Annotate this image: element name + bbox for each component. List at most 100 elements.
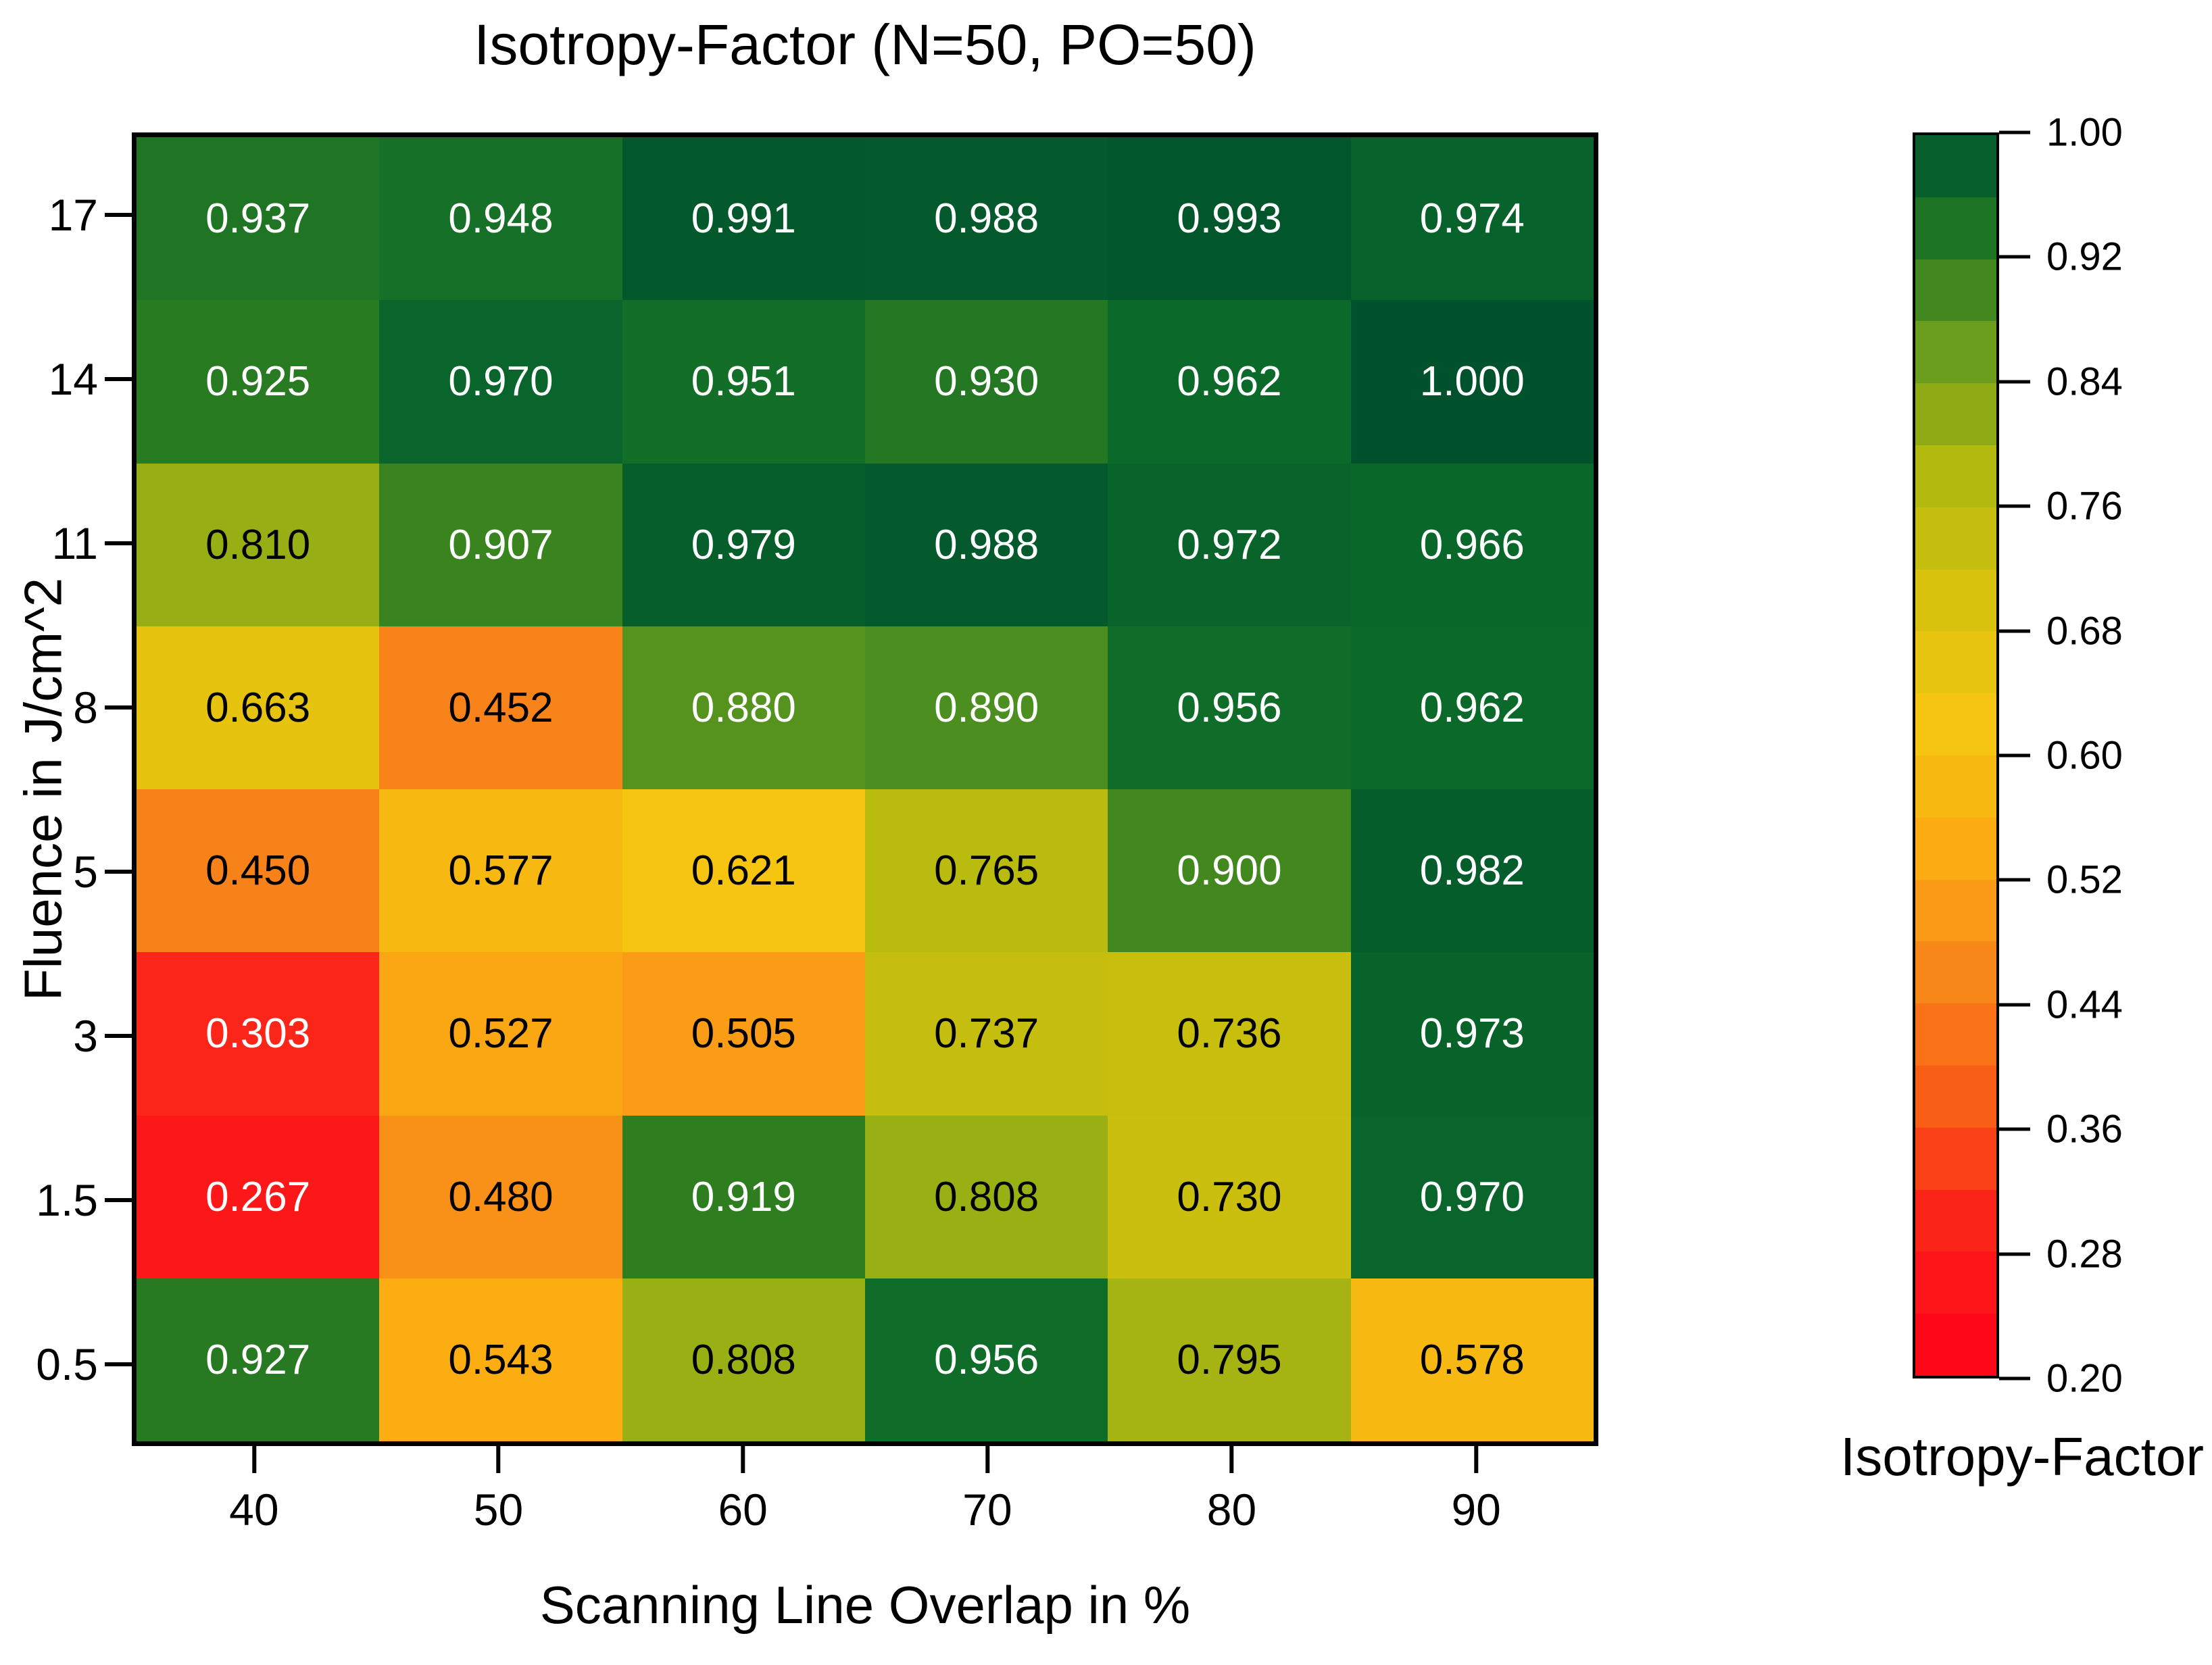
- y-tick-8: 8: [73, 682, 132, 733]
- x-tick-label: 70: [962, 1485, 1012, 1535]
- colorbar-step: [1915, 507, 1996, 570]
- colorbar-tick-label: 0.76: [2046, 484, 2123, 528]
- colorbar-tick-0.44: 0.44: [1999, 982, 2123, 1027]
- colorbar-step: [1915, 755, 1996, 818]
- y-tick-mark: [105, 212, 132, 217]
- colorbar-tick-label: 1.00: [2046, 110, 2123, 155]
- colorbar-step: [1915, 1251, 1996, 1314]
- x-tick-mark: [496, 1446, 501, 1473]
- colorbar-tick-mark: [1999, 1127, 2030, 1131]
- y-tick-11: 11: [51, 518, 132, 569]
- colorbar-step: [1915, 383, 1996, 445]
- y-tick-label: 14: [48, 353, 98, 404]
- y-tick-label: 8: [73, 682, 98, 732]
- x-axis-ticks: 40 50 60 70 80 90: [132, 1446, 1598, 1554]
- heatmap-cell-14-70: 0.930: [865, 300, 1108, 464]
- heatmap-cell-17-70: 0.988: [865, 137, 1108, 301]
- y-tick-mark: [105, 705, 132, 710]
- heatmap-cell-14-60: 0.951: [622, 300, 865, 464]
- colorbar-label: Isotropy-Factor: [1840, 1426, 2204, 1487]
- colorbar-tick-label: 0.28: [2046, 1232, 2123, 1276]
- colorbar-step: [1915, 135, 1996, 197]
- colorbar-tick-mark: [1999, 504, 2030, 508]
- colorbar-step: [1915, 879, 1996, 942]
- heatmap-cell-11-50: 0.907: [379, 463, 622, 626]
- colorbar-tick-0.36: 0.36: [1999, 1107, 2123, 1152]
- colorbar-tick-label: 0.92: [2046, 234, 2123, 279]
- colorbar-tick-label: 0.20: [2046, 1356, 2123, 1401]
- colorbar-tick-mark: [1999, 1003, 2030, 1007]
- x-tick-mark: [1229, 1446, 1234, 1473]
- x-tick-90: 90: [1451, 1446, 1501, 1535]
- heatmap-cell-17-90: 0.974: [1350, 137, 1594, 301]
- heatmap-cell-11-80: 0.972: [1108, 463, 1351, 626]
- colorbar-tick-mark: [1999, 130, 2030, 134]
- heatmap-cell-0.5-60: 0.808: [622, 1278, 865, 1441]
- heatmap-cell-0.5-40: 0.927: [137, 1278, 380, 1441]
- heatmap-cell-17-60: 0.991: [622, 137, 865, 301]
- y-tick-mark: [105, 1362, 132, 1366]
- heatmap-cell-17-40: 0.937: [137, 137, 380, 301]
- colorbar-step: [1915, 693, 1996, 755]
- heatmap-cell-14-90: 1.000: [1350, 300, 1594, 464]
- y-tick-label: 3: [73, 1010, 98, 1061]
- colorbar-tick-label: 0.36: [2046, 1107, 2123, 1151]
- colorbar-tick-0.76: 0.76: [1999, 484, 2123, 529]
- heatmap-cell-8-80: 0.956: [1108, 626, 1351, 789]
- colorbar-step: [1915, 1127, 1996, 1190]
- colorbar-tick-mark: [1999, 878, 2030, 882]
- colorbar-step: [1915, 817, 1996, 880]
- x-tick-mark: [741, 1446, 745, 1473]
- colorbar-tick-label: 0.44: [2046, 983, 2123, 1027]
- heatmap-cell-5-70: 0.765: [865, 789, 1108, 953]
- x-tick-80: 80: [1207, 1446, 1256, 1535]
- colorbar-step: [1915, 1003, 1996, 1066]
- heatmap-cell-0.5-70: 0.956: [865, 1278, 1108, 1441]
- colorbar-tick-0.84: 0.84: [1999, 359, 2123, 404]
- heatmap-cell-0.5-90: 0.578: [1350, 1278, 1594, 1441]
- colorbar-tick-0.92: 0.92: [1999, 234, 2123, 280]
- x-tick-mark: [251, 1446, 256, 1473]
- colorbar-tick-label: 0.68: [2046, 609, 2123, 653]
- heatmap-cell-8-90: 0.962: [1350, 626, 1594, 789]
- colorbar-step: [1915, 569, 1996, 632]
- y-tick-label: 11: [51, 518, 98, 568]
- y-tick-label: 17: [48, 189, 98, 240]
- heatmap-cell-3-70: 0.737: [865, 952, 1108, 1116]
- heatmap-cell-3-90: 0.973: [1350, 952, 1594, 1116]
- chart-title: Isotropy-Factor (N=50, PO=50): [474, 13, 1256, 76]
- heatmap-cell-14-80: 0.962: [1108, 300, 1351, 464]
- heatmap-cell-1.5-40: 0.267: [137, 1115, 380, 1278]
- colorbar-tick-mark: [1999, 629, 2030, 633]
- colorbar-tick-0.52: 0.52: [1999, 858, 2123, 903]
- y-tick-mark: [105, 869, 132, 874]
- colorbar-step: [1915, 1314, 1996, 1376]
- heatmap-cell-5-50: 0.577: [379, 789, 622, 953]
- heatmap-cell-8-70: 0.890: [865, 626, 1108, 789]
- y-tick-mark: [105, 541, 132, 545]
- y-tick-17: 17: [49, 189, 132, 241]
- y-tick-label: 5: [73, 846, 98, 897]
- heatmap-cell-1.5-50: 0.480: [379, 1115, 622, 1278]
- x-tick-60: 60: [718, 1446, 768, 1535]
- x-tick-50: 50: [474, 1446, 523, 1535]
- colorbar-tick-label: 0.84: [2046, 359, 2123, 404]
- heatmap-cell-11-40: 0.810: [137, 463, 380, 626]
- heatmap-plot-area: 0.937 0.948 0.991 0.988 0.993 0.974 0.925 0.970…: [132, 132, 1598, 1446]
- colorbar-step: [1915, 1065, 1996, 1128]
- y-tick-mark: [105, 376, 132, 381]
- colorbar-step: [1915, 321, 1996, 384]
- colorbar-step: [1915, 197, 1996, 259]
- x-tick-mark: [1474, 1446, 1479, 1473]
- colorbar-step: [1915, 631, 1996, 694]
- y-tick-14: 14: [49, 353, 132, 405]
- x-tick-label: 50: [473, 1485, 524, 1535]
- x-tick-mark: [985, 1446, 989, 1473]
- colorbar-tick-mark: [1999, 1376, 2030, 1381]
- y-tick-0.5: 0.5: [36, 1339, 132, 1390]
- heatmap-cell-3-80: 0.736: [1108, 952, 1351, 1116]
- heatmap-cell-1.5-60: 0.919: [622, 1115, 865, 1278]
- colorbar-ticks: 1.00 0.92 0.84 0.76 0.68 0.60 0.52 0.44 0.36 0.28…: [1999, 111, 2212, 1401]
- heatmap-cell-1.5-80: 0.730: [1108, 1115, 1351, 1278]
